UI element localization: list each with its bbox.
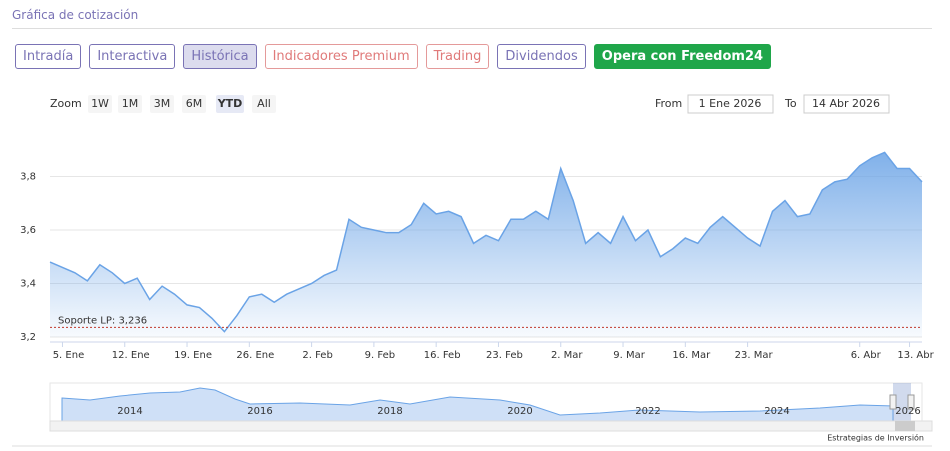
y-tick-label: 3,4	[20, 279, 36, 290]
navigator-label: 2018	[377, 406, 402, 417]
navigator-label: 2016	[247, 406, 272, 417]
x-tick-label: 26. Ene	[236, 350, 274, 361]
x-tick-label: 12. Ene	[112, 350, 150, 361]
navigator-series	[61, 387, 894, 422]
from-label: From	[655, 97, 682, 110]
tab[interactable]: Histórica	[183, 44, 257, 69]
tab[interactable]: Opera con Freedom24	[593, 44, 772, 69]
zoom-button-label[interactable]: 3M	[154, 97, 171, 110]
tab[interactable]: Trading	[425, 44, 490, 69]
tab[interactable]: Dividendos	[497, 44, 586, 69]
zoom-button-label[interactable]: 1M	[122, 97, 139, 110]
navigator-label: 2014	[117, 406, 142, 417]
zoom-button[interactable]	[150, 95, 174, 113]
zoom-button-label[interactable]: All	[257, 97, 271, 110]
zoom-button[interactable]	[182, 95, 206, 113]
divider	[12, 28, 932, 29]
tab[interactable]: Intradía	[15, 44, 82, 69]
navigator-handle[interactable]	[907, 394, 915, 410]
y-tick-label: 3,2	[20, 332, 36, 343]
to-value[interactable]: 14 Abr 2026	[812, 97, 880, 110]
area	[50, 152, 922, 337]
zoom-button[interactable]	[118, 95, 142, 113]
scrollbar-thumb[interactable]	[895, 421, 915, 431]
zoom-button[interactable]	[88, 95, 112, 113]
x-tick-label: 16. Feb	[424, 350, 461, 361]
navigator-label: 2026	[895, 406, 920, 417]
zoom-label: Zoom	[50, 97, 82, 110]
zoom-button-label[interactable]: YTD	[217, 97, 243, 110]
to-label: To	[784, 97, 797, 110]
x-tick-label: 23. Mar	[735, 350, 774, 361]
page-title: Gráfica de cotización	[12, 8, 139, 22]
x-tick-label: 2. Mar	[551, 350, 583, 361]
from-input[interactable]	[687, 94, 774, 114]
to-input[interactable]	[803, 94, 890, 114]
from-value[interactable]: 1 Ene 2026	[699, 97, 762, 110]
x-tick-label: 9. Feb	[365, 350, 395, 361]
navigator-label: 2022	[635, 406, 660, 417]
tab[interactable]: Interactiva	[89, 44, 176, 69]
support-label: Soporte LP: 3,236	[58, 315, 147, 326]
credits: Estrategias de Inversión	[827, 433, 924, 443]
navigator-label: 2020	[507, 406, 532, 417]
y-tick-label: 3,6	[20, 225, 36, 236]
x-tick-label: 2. Feb	[302, 350, 332, 361]
x-tick-label: 19. Ene	[174, 350, 212, 361]
navigator-selection	[893, 383, 911, 421]
navigator-label: 2024	[764, 406, 789, 417]
x-tick-label: 6. Abr	[851, 350, 882, 361]
y-tick-label: 3,8	[20, 172, 36, 183]
zoom-button-label[interactable]: 1W	[91, 97, 109, 110]
x-tick-label: 16. Mar	[672, 350, 711, 361]
tab[interactable]: Indicadores Premium	[264, 44, 418, 69]
navigator-handle[interactable]	[889, 394, 897, 410]
x-tick-label: 9. Mar	[613, 350, 645, 361]
line	[49, 151, 923, 333]
scrollbar[interactable]	[49, 420, 933, 432]
zoom-button[interactable]	[216, 95, 244, 113]
x-tick-label: 5. Ene	[53, 350, 85, 361]
x-tick-label: 23. Feb	[486, 350, 523, 361]
zoom-button-label[interactable]: 6M	[186, 97, 203, 110]
x-tick-label: 13. Abr	[897, 350, 934, 361]
zoom-button[interactable]	[252, 95, 276, 113]
tabs: Intradía Interactiva Histórica Indicadores …	[15, 44, 772, 69]
